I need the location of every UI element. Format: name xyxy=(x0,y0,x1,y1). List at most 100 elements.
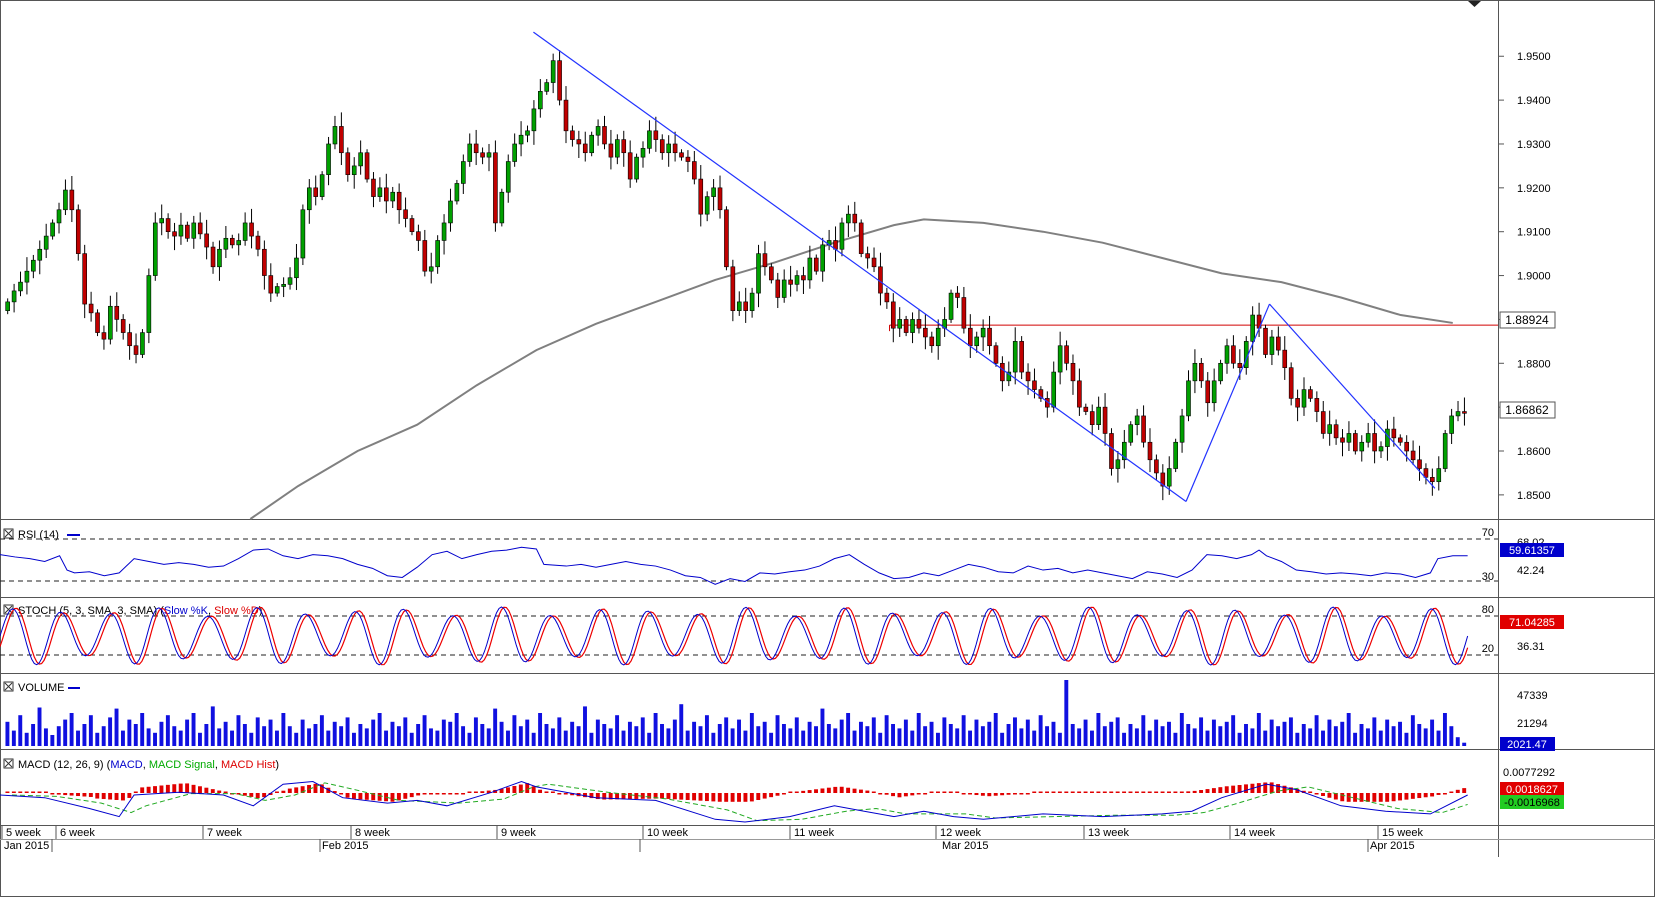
macd-label: MACD (12, 26, 9) (MACD, MACD Signal, MAC… xyxy=(18,759,279,771)
macd-hist-bar xyxy=(506,787,510,793)
macd-hist-bar xyxy=(775,793,780,796)
month-label: Apr 2015 xyxy=(1370,840,1415,852)
candle-up xyxy=(281,284,286,287)
candle-down xyxy=(993,345,999,364)
volume-bar xyxy=(358,724,363,746)
candle-up xyxy=(1327,424,1332,434)
volume-bar xyxy=(255,717,260,746)
volume-bar xyxy=(287,726,292,746)
trendline xyxy=(1269,303,1436,489)
macd-hist-bar xyxy=(1160,791,1165,793)
candle-up xyxy=(1250,314,1255,342)
macd-hist-bar xyxy=(1269,782,1274,793)
macd-hist-bar xyxy=(531,786,536,793)
volume-bar xyxy=(576,726,581,746)
volume-bar xyxy=(1090,730,1094,746)
candle-down xyxy=(890,301,896,329)
candle-up xyxy=(287,277,293,285)
volume-bar xyxy=(364,728,369,746)
candle-up xyxy=(794,275,800,285)
macd-hist-bar xyxy=(807,790,812,793)
candle-down xyxy=(1353,433,1358,452)
candle-up xyxy=(486,152,492,158)
macd-hist-bar xyxy=(1340,793,1345,802)
macd-hist-bar xyxy=(1025,793,1030,795)
candle-up xyxy=(1134,415,1140,425)
macd-hist-bar xyxy=(1282,785,1287,793)
macd-hist-bar xyxy=(640,793,645,799)
macd-hist-bar xyxy=(1430,793,1435,797)
candle-down xyxy=(1340,437,1345,443)
volume-bar xyxy=(666,728,671,746)
candle-down xyxy=(987,327,992,347)
macd-hist-bar xyxy=(31,791,36,793)
macd-hist-bar xyxy=(583,793,587,798)
stoch-close-icon-x xyxy=(4,605,13,614)
volume-bar xyxy=(56,726,61,746)
candle-up xyxy=(640,148,646,158)
candle-down xyxy=(262,248,267,276)
candle-down xyxy=(621,139,627,154)
volume-bar xyxy=(948,724,953,746)
volume-bar xyxy=(178,730,183,746)
candle-up xyxy=(1122,441,1127,461)
volume-bar xyxy=(95,732,100,746)
macd-hist-bar xyxy=(1263,782,1268,793)
moving-average-path xyxy=(249,218,1453,520)
macd-hist-bar xyxy=(666,793,671,799)
volume-bar xyxy=(839,719,844,746)
candle-down xyxy=(923,327,928,338)
price-tick-label: 1.8800 xyxy=(1517,358,1551,370)
volume-bar xyxy=(884,715,889,746)
macd-hist-bar xyxy=(178,783,183,793)
candle-up xyxy=(300,209,306,259)
volume-bar xyxy=(1013,717,1017,746)
macd-hist-bar xyxy=(884,793,889,795)
macd-hist-bar xyxy=(672,793,677,800)
macd-hist-bar xyxy=(1442,793,1447,795)
volume-bar xyxy=(903,719,908,746)
scroll-marker-icon[interactable] xyxy=(1468,1,1481,7)
candle-down xyxy=(339,126,344,154)
macd-hist-bar xyxy=(1096,791,1101,793)
candle-down xyxy=(127,332,132,347)
candle-down xyxy=(929,336,935,347)
volume-bar xyxy=(756,726,761,746)
candle-down xyxy=(268,275,274,294)
macd-hist-bar xyxy=(133,791,138,793)
candle-down xyxy=(1154,459,1159,474)
macd-hist-bar xyxy=(1128,791,1133,793)
macd-hist-bar xyxy=(1064,791,1069,793)
candle-up xyxy=(499,191,505,224)
volume-bar xyxy=(865,726,870,746)
candle-up xyxy=(839,222,845,250)
volume-bar xyxy=(43,728,48,746)
volume-bar xyxy=(1115,717,1120,746)
macd-hist-bar xyxy=(441,793,446,795)
candle-down xyxy=(916,319,922,329)
candle-up xyxy=(63,189,68,211)
macd-hist-bar xyxy=(1019,793,1024,795)
candle-down xyxy=(1423,468,1429,478)
volume-bar xyxy=(1096,713,1101,746)
volume-bar xyxy=(1404,732,1409,746)
macd-hist-bar xyxy=(833,786,838,793)
candle-up xyxy=(1436,468,1442,483)
macd-hist-bar xyxy=(1404,793,1409,800)
macd-hist-bar xyxy=(1231,785,1236,793)
volume-bar xyxy=(672,719,677,746)
volume-bar xyxy=(531,732,536,746)
volume-bar xyxy=(249,732,254,746)
macd-hist-bar xyxy=(153,786,157,793)
macd-hist-bar xyxy=(615,793,620,800)
macd-hist-bar xyxy=(1000,793,1005,796)
month-label: Feb 2015 xyxy=(322,840,368,852)
volume-bar xyxy=(1109,721,1114,746)
candle-up xyxy=(50,222,55,237)
volume-bar xyxy=(916,713,921,746)
macd-hist-bar xyxy=(1359,793,1364,802)
volume-bar xyxy=(1462,742,1467,746)
candle-up xyxy=(428,266,434,272)
candle-down xyxy=(685,156,691,162)
macd-hist-bar xyxy=(1346,793,1351,802)
